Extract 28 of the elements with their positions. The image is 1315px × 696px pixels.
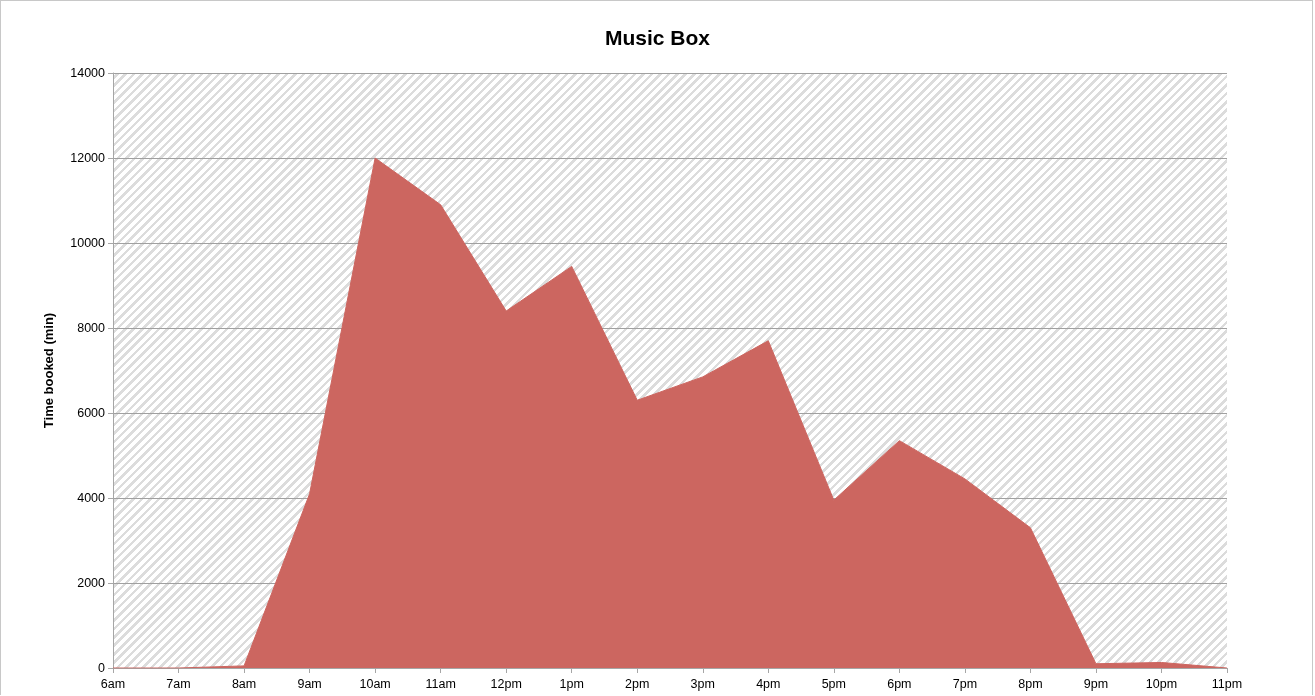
y-tick-label: 0 bbox=[98, 661, 106, 675]
x-tick-label: 1pm bbox=[559, 676, 584, 691]
y-axis-title: Time booked (min) bbox=[41, 312, 56, 429]
x-tick-label: 5pm bbox=[821, 676, 846, 691]
x-tick-label: 10am bbox=[359, 676, 391, 691]
y-tick-label: 10000 bbox=[70, 236, 106, 250]
x-tick-label: 9am bbox=[297, 676, 322, 691]
chart-title: Music Box bbox=[604, 26, 711, 49]
x-tick-label: 7am bbox=[166, 676, 191, 691]
y-tick-label: 8000 bbox=[77, 321, 106, 335]
y-tick-label: 6000 bbox=[77, 406, 106, 420]
x-tick-label: 6pm bbox=[887, 676, 912, 691]
x-tick-label: 2pm bbox=[625, 676, 650, 691]
y-tick-label: 14000 bbox=[70, 66, 106, 80]
x-tick-label: 8am bbox=[231, 676, 257, 691]
x-tick-label: 3pm bbox=[690, 676, 715, 691]
x-tick-label: 9pm bbox=[1083, 676, 1109, 691]
y-tick-label: 12000 bbox=[70, 151, 106, 165]
x-tick-label: 11am bbox=[425, 676, 456, 691]
x-tick-label: 11pm bbox=[1211, 676, 1243, 691]
x-tick-label: 8pm bbox=[1018, 676, 1043, 691]
x-tick-label: 12pm bbox=[490, 676, 522, 691]
x-tick-label: 7pm bbox=[952, 676, 978, 691]
x-tick-label: 10pm bbox=[1145, 676, 1178, 691]
x-tick-label: 4pm bbox=[756, 676, 781, 691]
x-tick-label: 6am bbox=[100, 676, 126, 691]
y-tick-label: 2000 bbox=[77, 576, 106, 590]
y-tick-label: 4000 bbox=[77, 491, 106, 505]
